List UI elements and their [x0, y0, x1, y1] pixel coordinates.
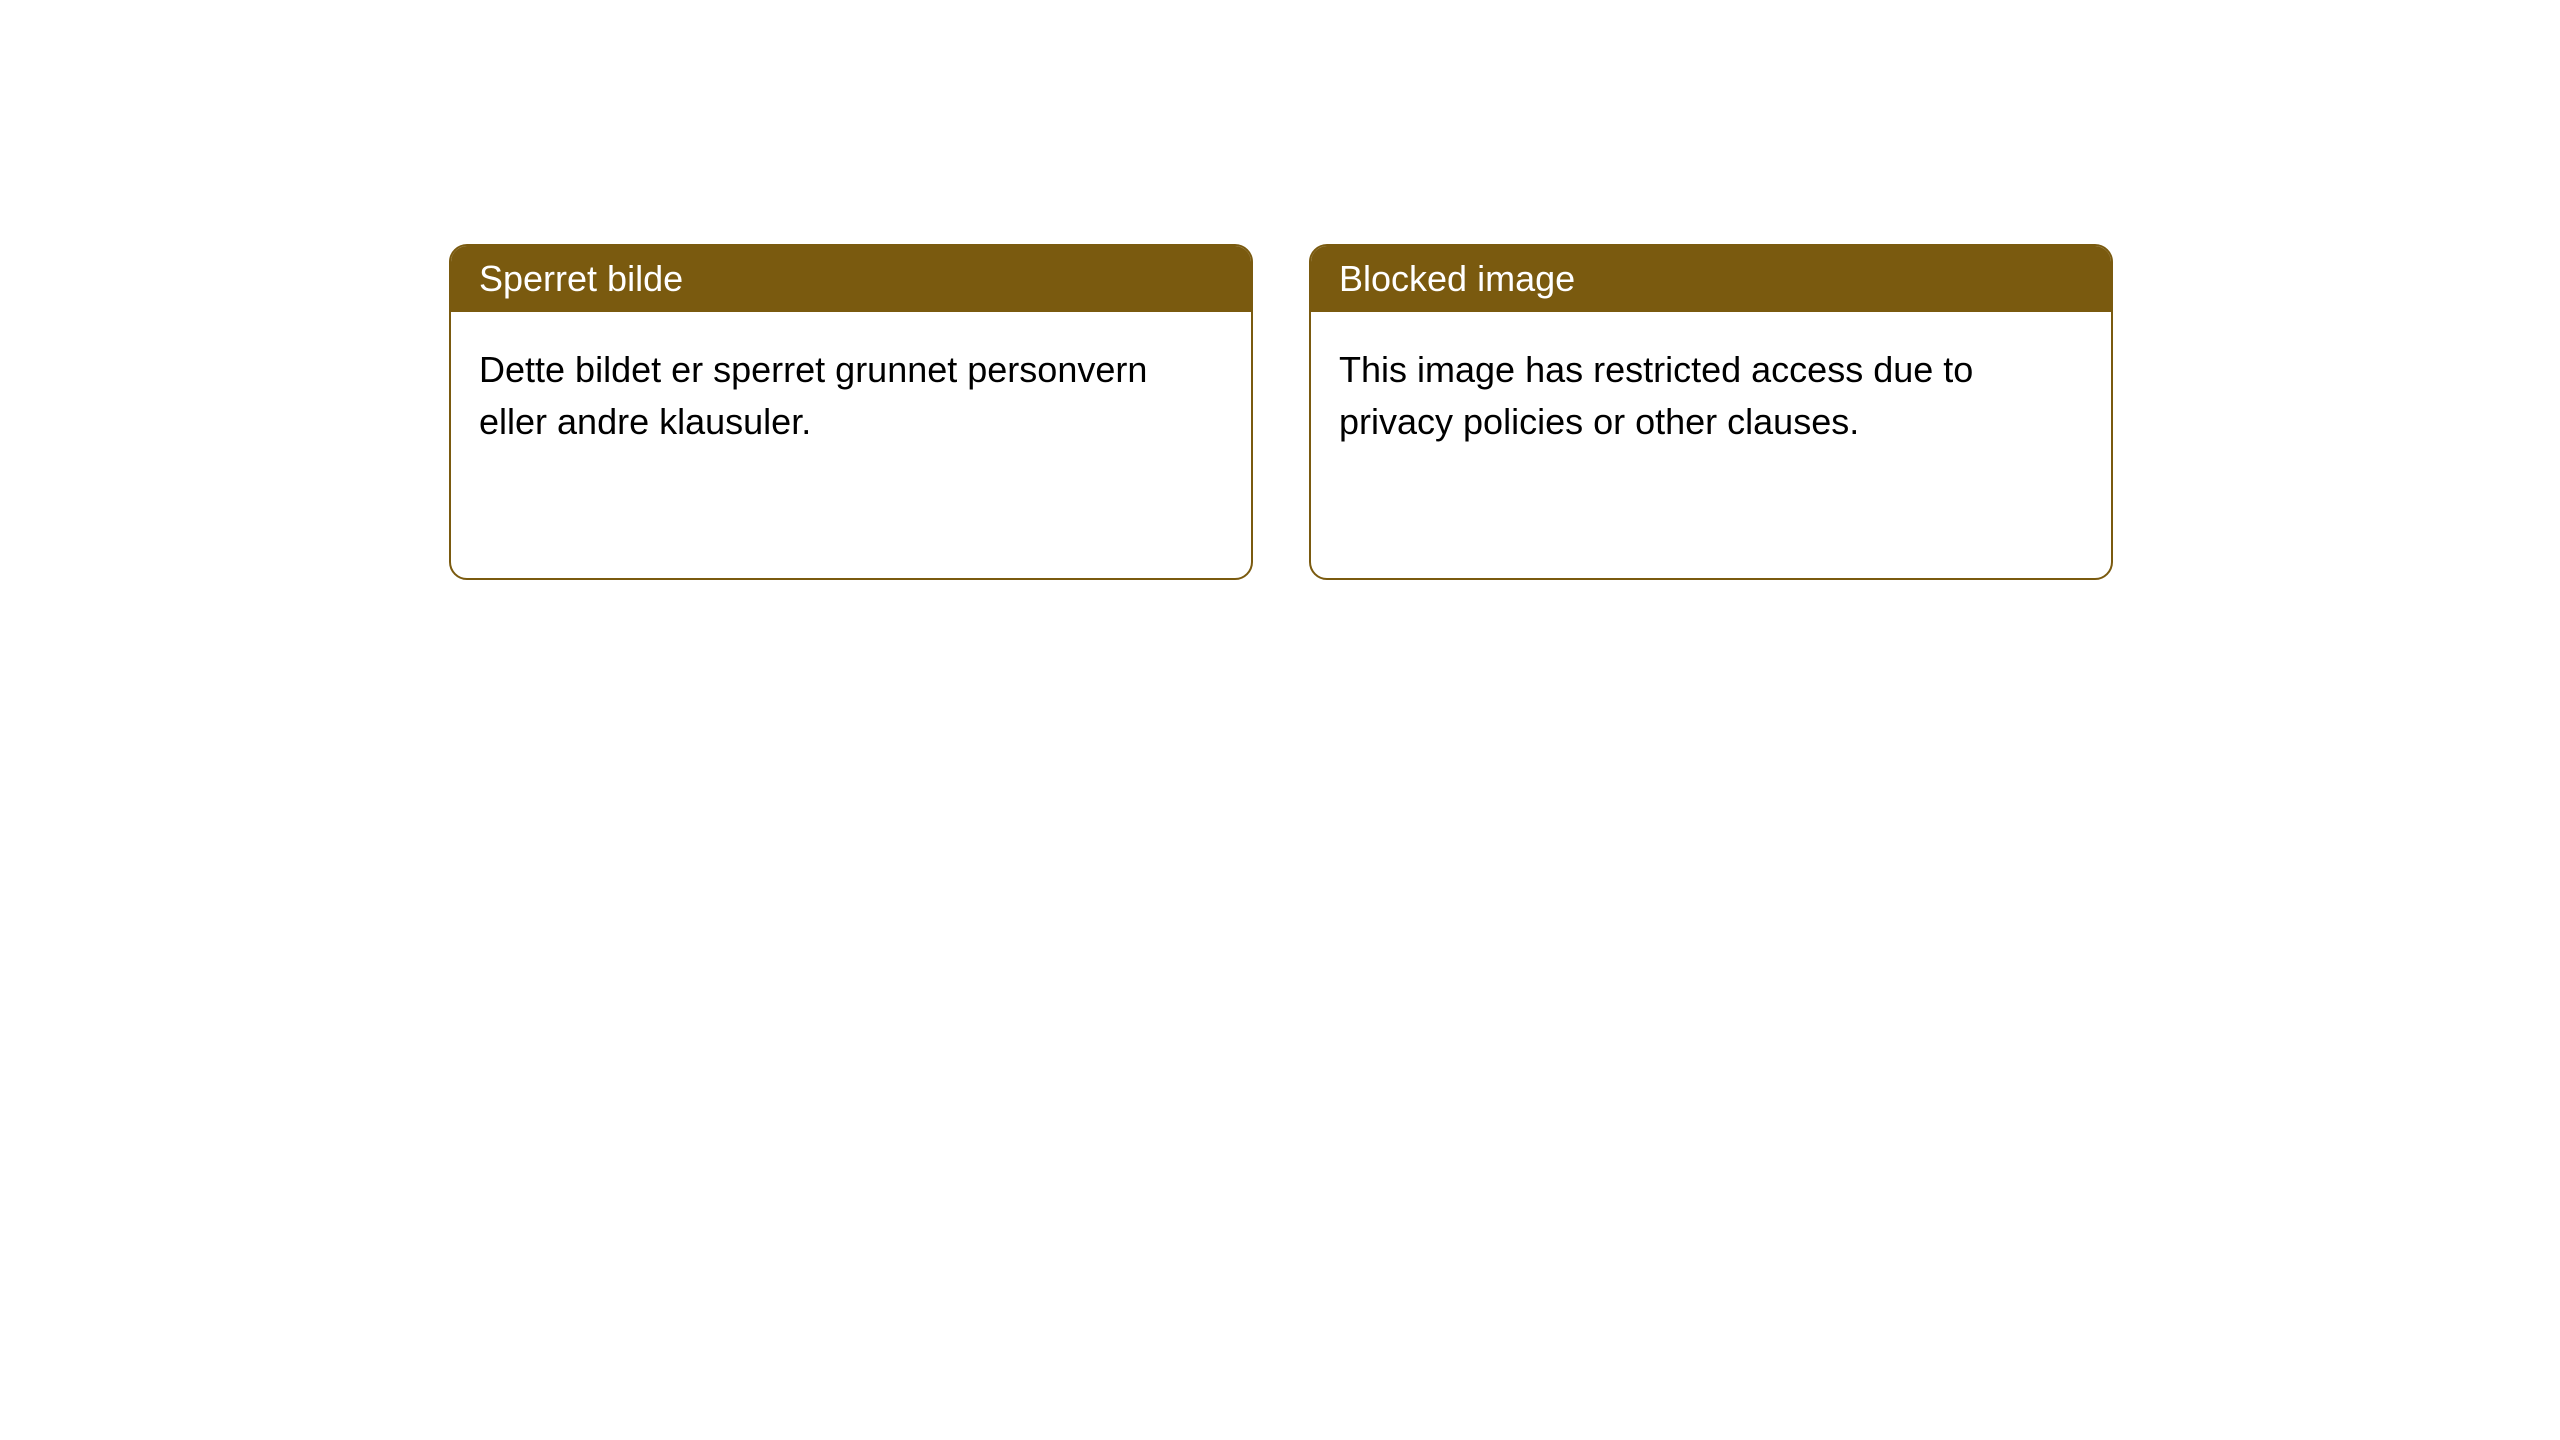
- notice-card-norwegian: Sperret bilde Dette bildet er sperret gr…: [449, 244, 1253, 580]
- notice-card-english: Blocked image This image has restricted …: [1309, 244, 2113, 580]
- card-body: Dette bildet er sperret grunnet personve…: [451, 312, 1251, 480]
- card-body-text: This image has restricted access due to …: [1339, 349, 1973, 442]
- card-body-text: Dette bildet er sperret grunnet personve…: [479, 349, 1147, 442]
- card-title: Sperret bilde: [479, 258, 683, 299]
- notice-cards-container: Sperret bilde Dette bildet er sperret gr…: [0, 0, 2560, 580]
- card-body: This image has restricted access due to …: [1311, 312, 2111, 480]
- card-header: Blocked image: [1311, 246, 2111, 312]
- card-header: Sperret bilde: [451, 246, 1251, 312]
- card-title: Blocked image: [1339, 258, 1575, 299]
